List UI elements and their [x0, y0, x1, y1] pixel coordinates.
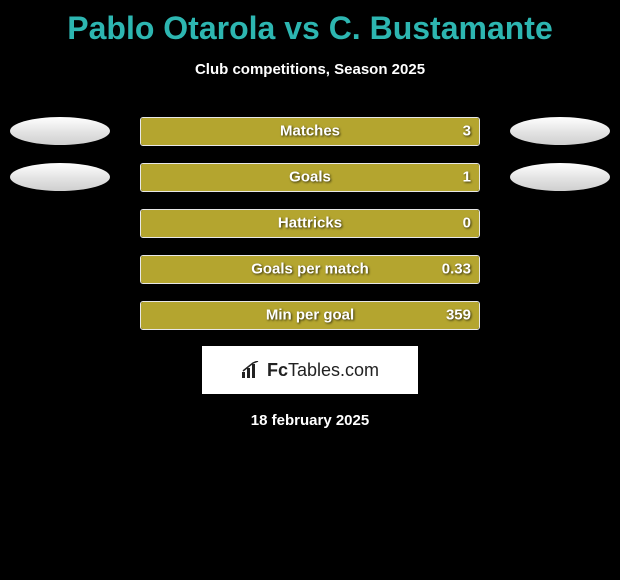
stat-bar: Min per goal 359	[140, 301, 480, 330]
bar-chart-icon	[241, 361, 263, 379]
left-marker-ellipse	[10, 117, 110, 145]
stat-bar: Matches 3	[140, 117, 480, 146]
left-marker-ellipse	[10, 163, 110, 191]
logo-suffix: Tables.com	[288, 360, 379, 380]
stat-row: Goals 1	[0, 162, 620, 192]
left-marker-spacer	[10, 255, 110, 283]
logo-text: FcTables.com	[267, 360, 379, 381]
stat-label: Goals	[141, 169, 479, 186]
stat-row: Min per goal 359	[0, 300, 620, 330]
stat-value: 0.33	[442, 261, 471, 278]
stat-bar: Goals per match 0.33	[140, 255, 480, 284]
right-marker-ellipse	[510, 163, 610, 191]
stat-row: Hattricks 0	[0, 208, 620, 238]
page-subtitle: Club competitions, Season 2025	[0, 61, 620, 78]
left-marker-spacer	[10, 301, 110, 329]
stat-label: Min per goal	[141, 307, 479, 324]
stat-value: 1	[463, 169, 471, 186]
right-marker-spacer	[510, 301, 610, 329]
right-marker-ellipse	[510, 117, 610, 145]
fctables-logo: FcTables.com	[202, 346, 418, 394]
stat-label: Goals per match	[141, 261, 479, 278]
stat-bar: Goals 1	[140, 163, 480, 192]
right-marker-spacer	[510, 255, 610, 283]
stat-row: Goals per match 0.33	[0, 254, 620, 284]
date-label: 18 february 2025	[0, 412, 620, 429]
stat-label: Hattricks	[141, 215, 479, 232]
right-marker-spacer	[510, 209, 610, 237]
stat-row: Matches 3	[0, 116, 620, 146]
left-marker-spacer	[10, 209, 110, 237]
page-title: Pablo Otarola vs C. Bustamante	[0, 0, 620, 47]
stat-value: 0	[463, 215, 471, 232]
comparison-chart: Matches 3 Goals 1 Hattricks 0 Go	[0, 116, 620, 330]
stat-label: Matches	[141, 123, 479, 140]
stat-value: 3	[463, 123, 471, 140]
logo-prefix: Fc	[267, 360, 288, 380]
stat-bar: Hattricks 0	[140, 209, 480, 238]
stat-value: 359	[446, 307, 471, 324]
